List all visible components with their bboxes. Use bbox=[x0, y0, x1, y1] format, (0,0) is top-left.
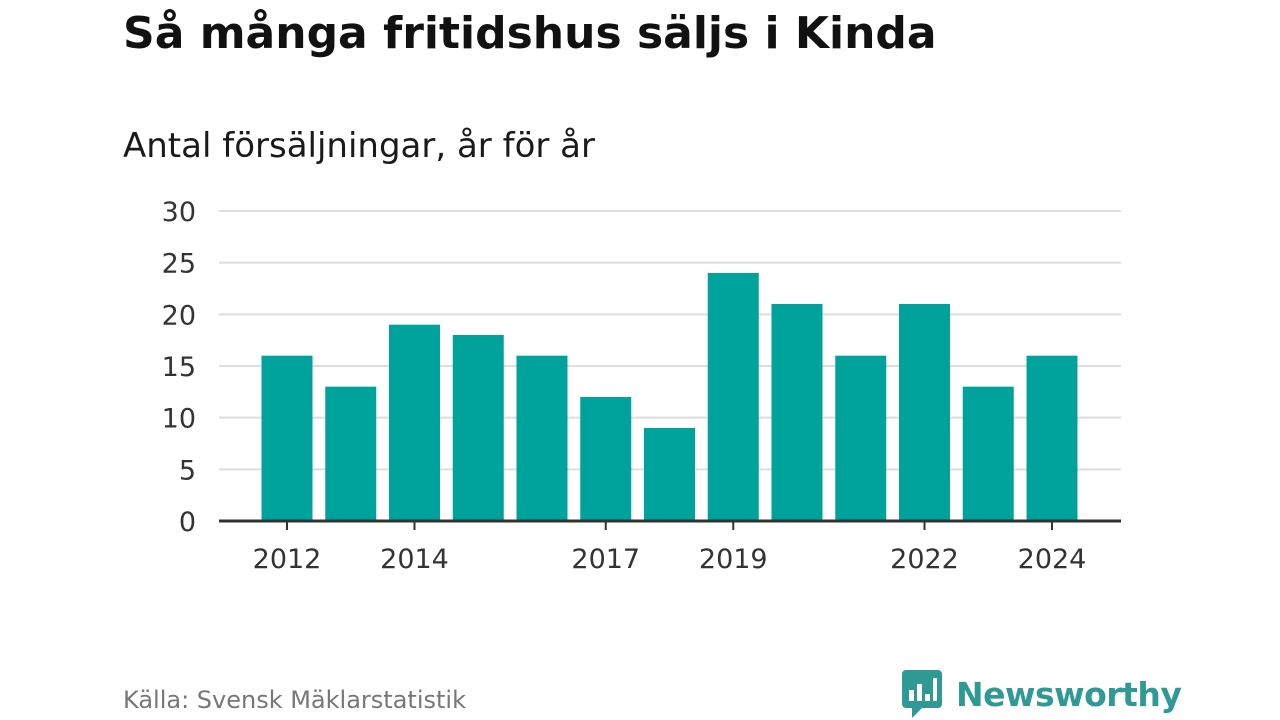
bar-2013 bbox=[325, 386, 377, 521]
y-tick-label: 5 bbox=[179, 455, 196, 486]
bar-2024 bbox=[1026, 355, 1078, 521]
bar-2012 bbox=[261, 355, 313, 521]
bar-2022 bbox=[899, 304, 950, 521]
bar-2015 bbox=[452, 335, 504, 521]
y-tick-label: 15 bbox=[162, 352, 196, 383]
y-axis-tick-labels: 0 5 10 15 20 25 30 bbox=[162, 197, 196, 538]
x-tick-label: 2022 bbox=[890, 544, 959, 575]
x-tick-label: 2012 bbox=[253, 544, 322, 575]
x-axis-ticks: 2012 2014 2017 2019 2022 2024 bbox=[253, 521, 1087, 575]
source-note: Källa: Svensk Mäklarstatistik bbox=[123, 686, 466, 714]
bar-2021 bbox=[835, 355, 887, 521]
bar-2019 bbox=[707, 273, 759, 521]
brand-logo: Newsworthy bbox=[902, 668, 1182, 720]
x-tick-label: 2024 bbox=[1018, 544, 1087, 575]
x-tick-label: 2014 bbox=[380, 544, 449, 575]
x-tick-label: 2019 bbox=[699, 544, 768, 575]
bar-2014 bbox=[389, 324, 440, 521]
bar-2023 bbox=[962, 386, 1014, 521]
y-tick-label: 20 bbox=[162, 300, 196, 331]
y-tick-label: 30 bbox=[162, 197, 196, 228]
y-tick-label: 25 bbox=[162, 249, 196, 280]
bar-2016 bbox=[516, 355, 568, 521]
y-tick-label: 10 bbox=[162, 404, 196, 435]
bar-chart-speech-bubble-icon bbox=[902, 670, 942, 718]
bar-2018 bbox=[644, 428, 695, 521]
bar-2017 bbox=[580, 397, 632, 521]
y-tick-label: 0 bbox=[179, 507, 196, 538]
x-tick-label: 2017 bbox=[571, 544, 640, 575]
chart-title: Så många fritidshus säljs i Kinda bbox=[123, 8, 937, 59]
chart-subtitle: Antal försäljningar, år för år bbox=[123, 126, 595, 166]
brand-name: Newsworthy bbox=[956, 674, 1182, 714]
bar-2020 bbox=[771, 304, 823, 521]
bars bbox=[261, 273, 1078, 521]
